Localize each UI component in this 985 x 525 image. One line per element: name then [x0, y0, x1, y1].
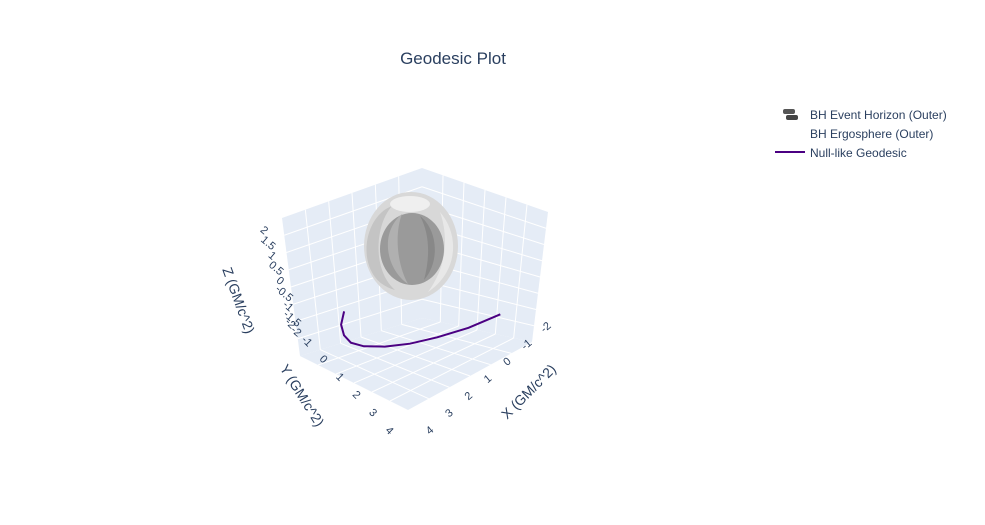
legend-item-ergosphere[interactable]: BH Ergosphere (Outer) — [810, 127, 933, 141]
chart-title: Geodesic Plot — [400, 49, 506, 68]
legend-label-event-horizon: BH Event Horizon (Outer) — [810, 108, 947, 122]
x-axis-title: X (GM/c^2) — [498, 361, 559, 422]
black-hole-surfaces — [364, 192, 458, 300]
x-tick-label: 1 — [482, 373, 494, 386]
y-tick-label: 3 — [366, 407, 379, 420]
x-tick-label: 2 — [463, 390, 475, 403]
y-tick-label: 4 — [383, 424, 396, 437]
ergosphere-top-cap — [390, 196, 430, 212]
surface-swatch-icon — [783, 109, 798, 120]
x-tick-label: -2 — [538, 320, 553, 335]
legend-item-geodesic[interactable]: Null-like Geodesic — [775, 146, 907, 160]
legend-item-event-horizon[interactable]: BH Event Horizon (Outer) — [783, 108, 947, 122]
legend-label-ergosphere: BH Ergosphere (Outer) — [810, 127, 933, 141]
legend-label-geodesic: Null-like Geodesic — [810, 146, 907, 160]
y-axis-title: Y (GM/c^2) — [277, 361, 328, 429]
y-tick-label: 2 — [350, 389, 363, 402]
legend: BH Event Horizon (Outer) BH Ergosphere (… — [775, 108, 947, 160]
z-axis-title: Z (GM/c^2) — [219, 265, 258, 336]
scene[interactable] — [282, 168, 548, 410]
x-tick-label: 3 — [443, 407, 455, 420]
x-tick-label: 0 — [501, 355, 513, 368]
x-tick-label: 4 — [424, 424, 436, 437]
